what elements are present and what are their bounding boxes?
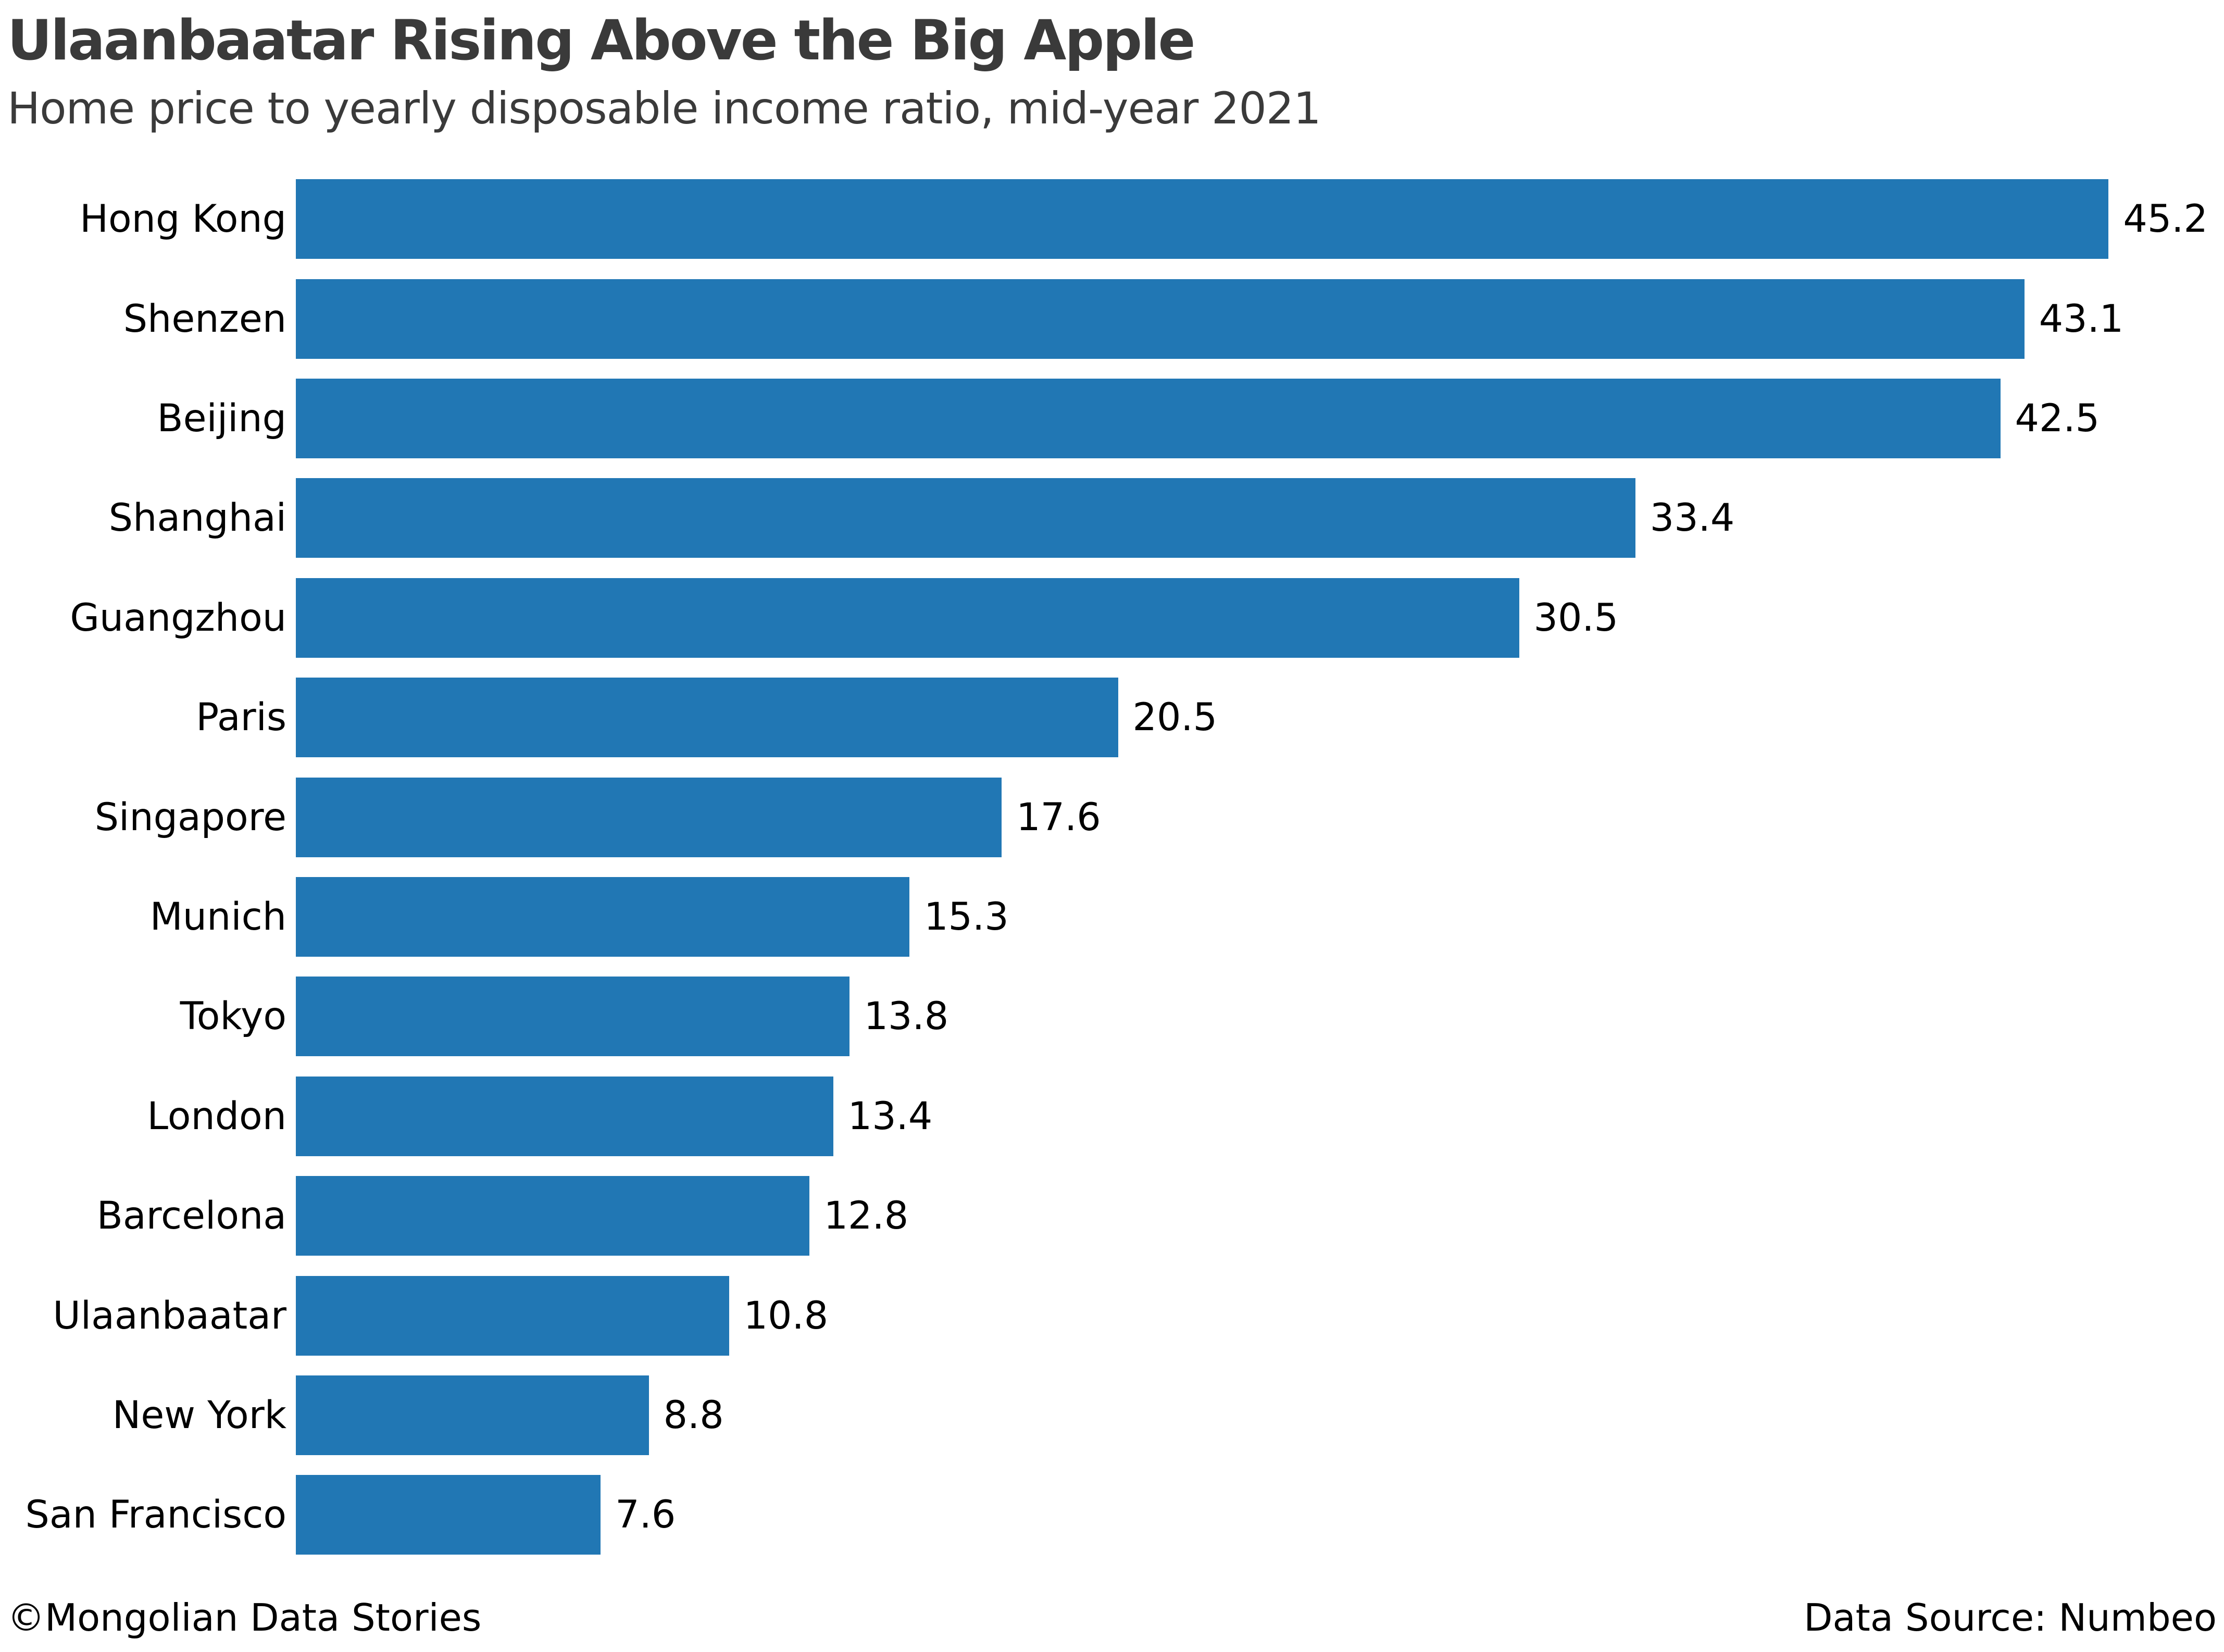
chart-header: Ulaanbaatar Rising Above the Big Apple H… [0,0,2224,137]
value-label: 17.6 [1016,795,1101,840]
bar-row: Ulaanbaatar 10.8 [0,1266,2224,1365]
bar [296,777,1002,857]
bar-row: Paris 20.5 [0,668,2224,767]
value-label: 45.2 [2123,197,2208,242]
bar [296,1176,809,1256]
category-label: Shenzen [123,296,286,341]
bar-row: Shenzen 43.1 [0,269,2224,368]
value-label: 12.8 [823,1194,909,1238]
bar-row: Singapore 17.6 [0,767,2224,867]
credit-text: ©Mongolian Data Stories [7,1596,482,1640]
bar-row: Shanghai 33.4 [0,468,2224,568]
bar-row: Tokyo 13.8 [0,967,2224,1066]
value-label: 42.5 [2015,396,2100,441]
chart-title: Ulaanbaatar Rising Above the Big Apple [7,8,1195,72]
bar [296,578,1519,658]
bar [296,179,2109,259]
bar-row: Beijing 42.5 [0,369,2224,468]
bar-row: Barcelona 12.8 [0,1166,2224,1266]
category-label: New York [112,1393,286,1437]
value-label: 15.3 [924,895,1009,940]
bar [296,877,910,957]
value-label: 7.6 [615,1493,676,1537]
category-label: Tokyo [180,994,286,1039]
category-label: San Francisco [25,1493,286,1537]
value-label: 20.5 [1132,695,1218,740]
bar [296,1375,649,1455]
value-label: 8.8 [663,1393,724,1437]
category-label: Guangzhou [70,595,286,640]
bar-rows: Hong Kong 45.2 Shenzen 43.1 Beijing 42.5 Shang… [0,169,2224,1565]
category-label: London [147,1094,286,1138]
value-label: 30.5 [1533,595,1619,640]
bar [296,1475,601,1555]
bar-row: Hong Kong 45.2 [0,169,2224,269]
category-label: Barcelona [96,1194,286,1238]
chart-subtitle: Home price to yearly disposable income r… [7,82,1321,134]
category-label: Singapore [94,795,286,840]
bar [296,1076,833,1156]
value-label: 43.1 [2039,296,2124,341]
value-label: 13.4 [847,1094,933,1138]
bar [296,678,1118,758]
data-source-text: Data Source: Numbeo [1804,1596,2217,1640]
bar-row: Guangzhou 30.5 [0,568,2224,668]
bar [296,379,2001,459]
category-label: Ulaanbaatar [53,1293,286,1338]
bar-row: Munich 15.3 [0,867,2224,967]
chart-footer: ©Mongolian Data Stories Data Source: Num… [7,1596,2217,1640]
bar-row: San Francisco 7.6 [0,1465,2224,1565]
bar [296,977,849,1057]
value-label: 33.4 [1650,496,1735,541]
category-label: Munich [149,895,286,940]
value-label: 10.8 [743,1293,829,1338]
category-label: Hong Kong [80,197,286,242]
bar [296,279,2025,359]
bar [296,1275,729,1356]
bar [296,478,1635,558]
bar-row: New York 8.8 [0,1366,2224,1465]
value-label: 13.8 [864,994,949,1039]
category-label: Beijing [157,396,286,441]
category-label: Shanghai [108,496,286,541]
bar-row: London 13.4 [0,1067,2224,1166]
category-label: Paris [196,695,286,740]
